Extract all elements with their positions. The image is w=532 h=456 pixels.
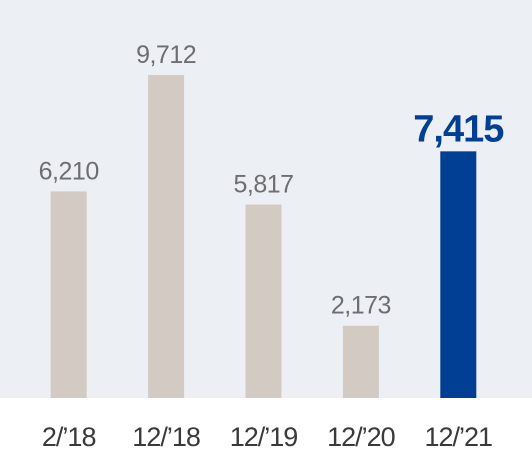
x-tick-label: 12/’18 (132, 422, 200, 452)
value-label: 5,817 (233, 171, 293, 199)
bar (148, 74, 185, 398)
value-label: 9,712 (136, 41, 196, 69)
bar (440, 151, 477, 398)
x-tick-label: 12/’19 (230, 422, 298, 452)
value-label: 7,415 (413, 108, 504, 150)
value-label: 2,173 (331, 292, 391, 320)
x-tick-label: 12/’21 (425, 422, 493, 452)
bar (342, 325, 379, 398)
bar (245, 204, 282, 398)
x-tick-label: 2/’18 (42, 422, 96, 452)
bar (50, 191, 87, 398)
value-label: 6,210 (39, 157, 99, 185)
x-tick-label: 12/’20 (327, 422, 395, 452)
